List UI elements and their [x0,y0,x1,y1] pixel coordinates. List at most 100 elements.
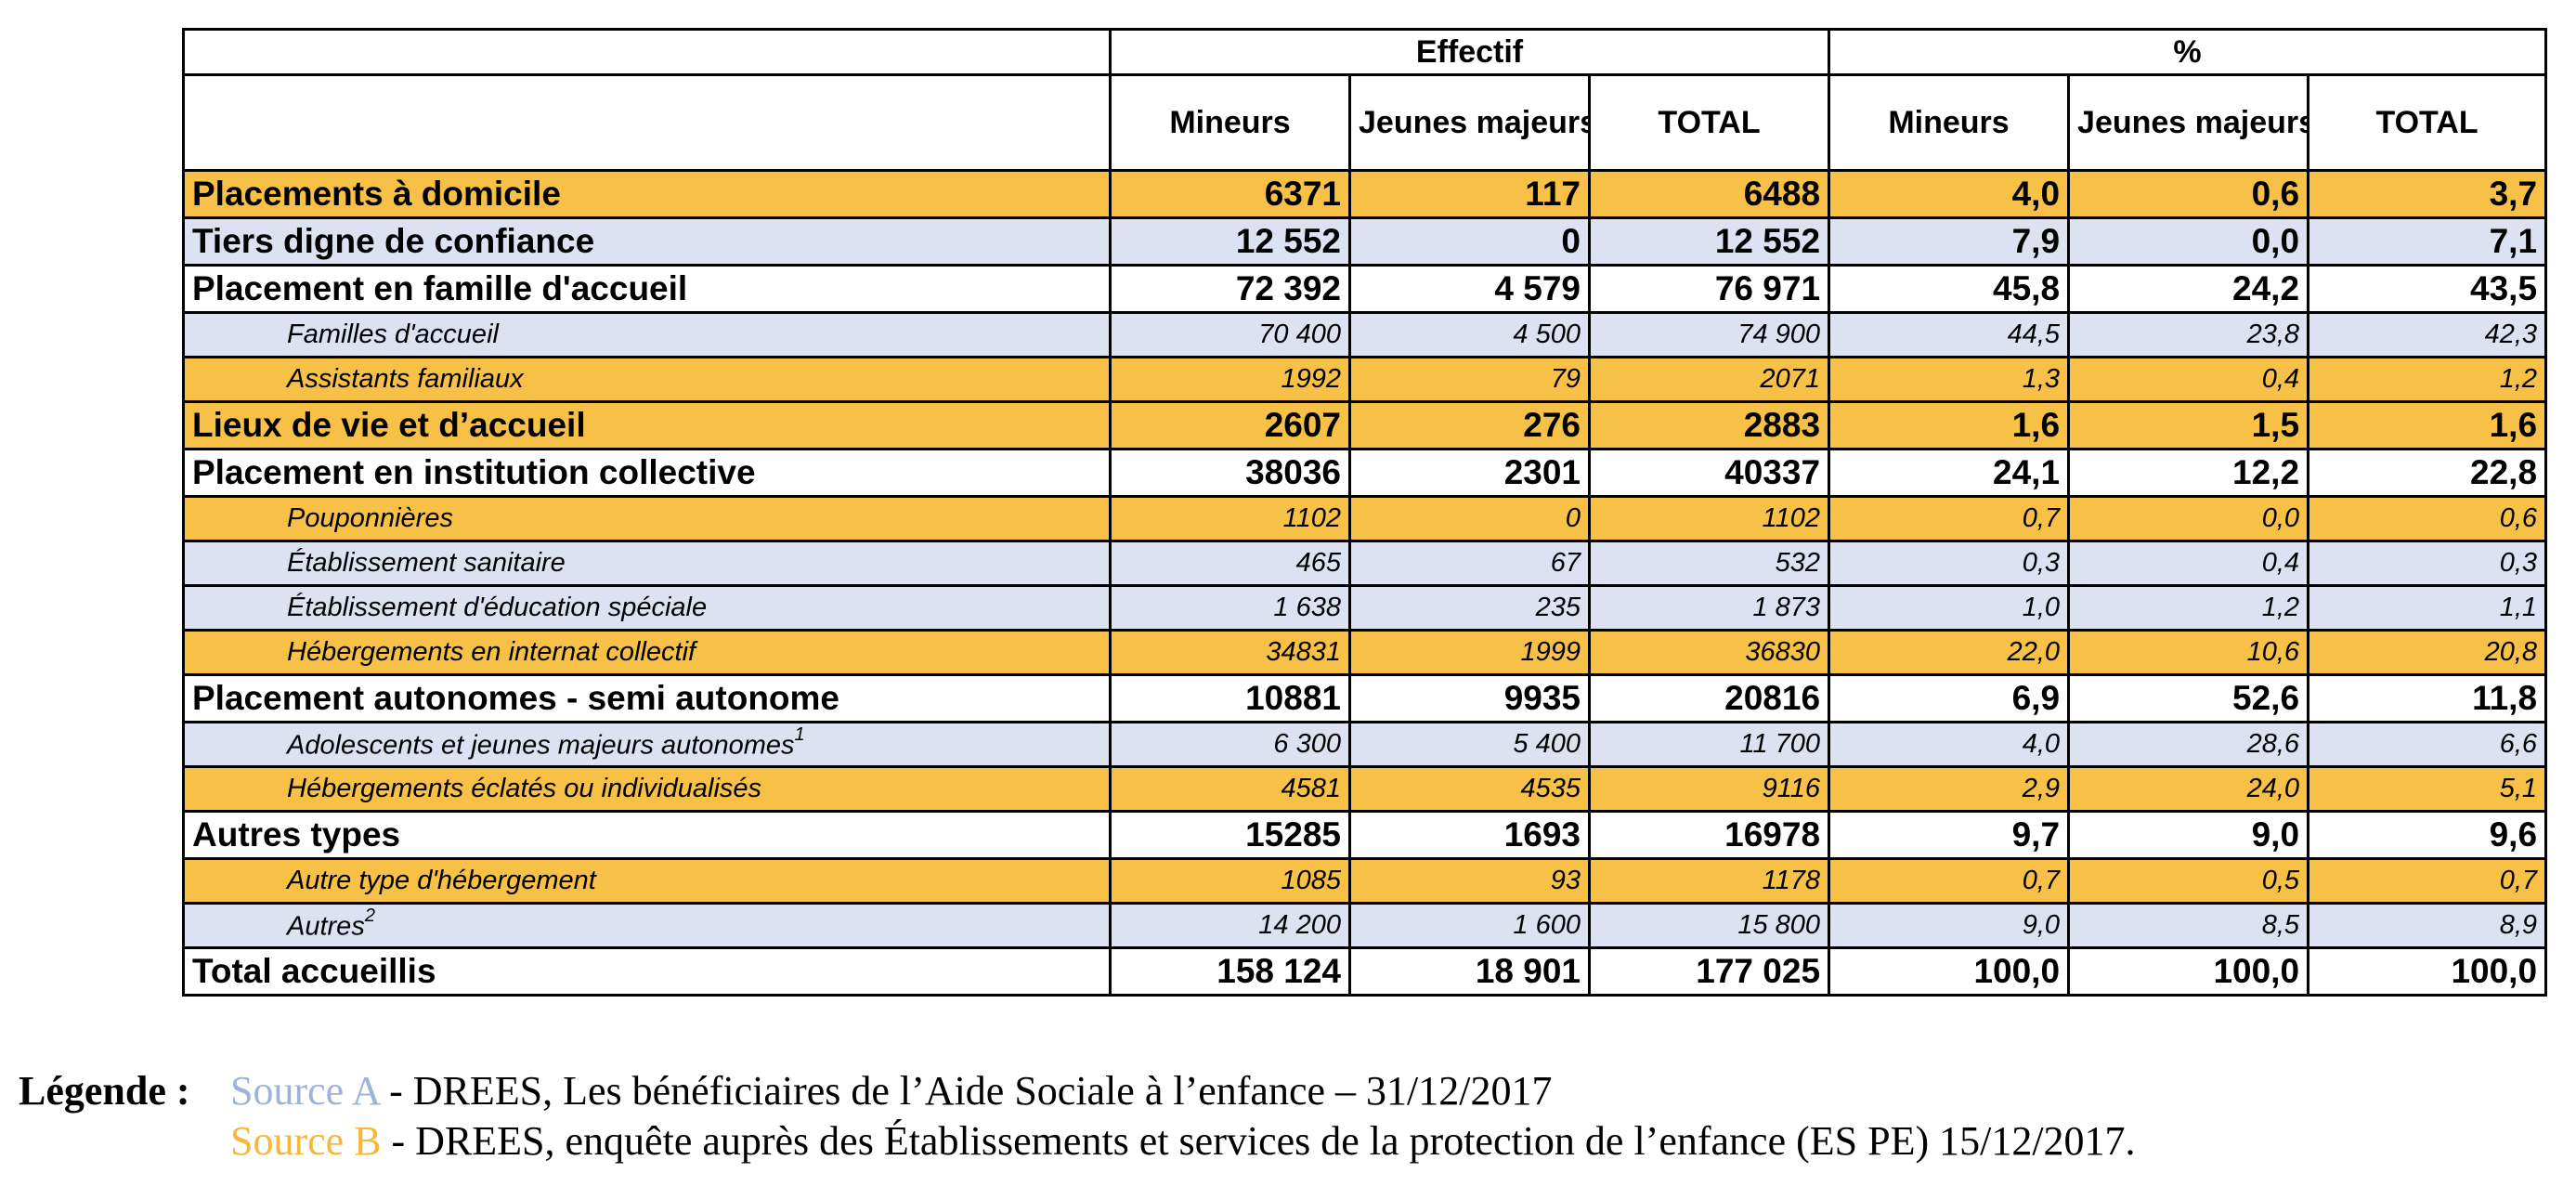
table-cell: 1,6 [1828,400,2071,450]
table-cell: 2301 [1348,448,1591,498]
table-cell: 0,7 [2307,857,2548,905]
table-row: Autres types 15285 1693 16978 9,7 9,0 9,6 [182,810,2548,860]
row-label: Pouponnières [182,495,1112,542]
table-cell: 1178 [1587,857,1831,905]
table-cell: 4581 [1109,765,1351,813]
row-label: Lieux de vie et d’accueil [182,400,1112,450]
table-cell: 0,6 [2307,495,2548,542]
table-cell: 16978 [1587,810,1831,860]
table-cell: 44,5 [1828,311,2071,358]
table-cell: 1,5 [2067,400,2310,450]
table-row: Autres2 14 200 1 600 15 800 9,0 8,5 8,9 [182,902,2548,949]
table-cell: 9,0 [1828,902,2071,949]
row-label: Placement autonomes - semi autonome [182,673,1112,723]
table-body: Placements à domicile 6371 117 6488 4,0 0,6 3,… [182,169,2548,997]
table-cell: 11,8 [2307,673,2548,723]
table-cell: 9,7 [1828,810,2071,860]
table-cell: 0,3 [1828,540,2071,587]
legend-label: Légende : [19,1068,190,1114]
column-header: Jeunes majeurs [2067,73,2310,172]
table-cell: 24,0 [2067,765,2310,813]
table-cell: 4 500 [1348,311,1591,358]
row-label: Adolescents et jeunes majeurs autonomes1 [182,721,1112,768]
row-label-text: Établissement d'éducation spéciale [287,593,708,622]
table-cell: 1999 [1348,629,1591,676]
row-label-text: Autres [287,911,365,942]
table-cell: 100,0 [1828,946,2071,997]
table-cell: 5 400 [1348,721,1591,768]
table-row: Adolescents et jeunes majeurs autonomes1… [182,721,2548,768]
table-cell: 9116 [1587,765,1831,813]
row-label-text: Pouponnières [287,503,453,533]
table-cell: 0 [1348,216,1591,267]
table-cell: 40337 [1587,448,1831,498]
table-cell: 14 200 [1109,902,1351,949]
column-header: Mineurs [1828,73,2071,172]
column-header: Mineurs [1109,73,1351,172]
table-cell: 1,2 [2307,356,2548,403]
table-cell: 1102 [1587,495,1831,542]
table-cell: 79 [1348,356,1591,403]
table-cell: 5,1 [2307,765,2548,813]
table-row: Total accueillis 158 124 18 901 177 025 100,… [182,946,2548,997]
table-row: Autre type d'hébergement 1085 93 1178 0,7 0,5… [182,857,2548,905]
group-header-percent: % [1828,28,2548,76]
table-cell: 11 700 [1587,721,1831,768]
table-cell: 22,0 [1828,629,2071,676]
source-a-text: - DREES, Les bénéficiaires de l’Aide Soc… [379,1068,1553,1114]
table-cell: 1085 [1109,857,1351,905]
row-label-text: Placement autonomes - semi autonome [192,679,840,717]
group-header-effectif: Effectif [1108,28,1831,76]
table-cell: 6371 [1109,169,1351,219]
table-cell: 0,0 [2067,495,2310,542]
table-cell: 4 579 [1348,264,1591,314]
table-cell: 2,9 [1828,765,2071,813]
table-row: Hébergements éclatés ou individualisés 45… [182,765,2548,813]
row-label-text: Autres types [192,815,401,854]
table-cell: 43,5 [2307,264,2548,314]
table-cell: 9,6 [2307,810,2548,860]
row-label: Établissement sanitaire [182,540,1112,587]
table-cell: 20816 [1587,673,1831,723]
row-label: Autres types [182,810,1112,860]
table-cell: 158 124 [1109,946,1351,997]
table-cell: 34831 [1109,629,1351,676]
table-cell: 74 900 [1587,311,1831,358]
row-label-text: Placement en institution collective [192,453,756,491]
table-cell: 1 638 [1109,584,1351,632]
table-cell: 7,1 [2307,216,2548,267]
table-cell: 10,6 [2067,629,2310,676]
column-header: TOTAL [2307,73,2548,172]
row-label-text: Autre type d'hébergement [287,866,596,895]
table-cell: 36830 [1587,629,1831,676]
table-cell: 12 552 [1587,216,1831,267]
table-row: Pouponnières 1102 0 1102 0,7 0,0 0,6 [182,495,2548,542]
table-cell: 24,1 [1828,448,2071,498]
table-cell: 1,0 [1828,584,2071,632]
row-label: Tiers digne de confiance [182,216,1112,267]
table-cell: 6,6 [2307,721,2548,768]
table-cell: 23,8 [2067,311,2310,358]
table-cell: 7,9 [1828,216,2071,267]
row-label: Familles d'accueil [182,311,1112,358]
table-row: Hébergements en internat collectif 34831 1… [182,629,2548,676]
row-label: Établissement d'éducation spéciale [182,584,1112,632]
table-cell: 0,0 [2067,216,2310,267]
table-cell: 52,6 [2067,673,2310,723]
table-cell: 0,4 [2067,540,2310,587]
column-header: Jeunes majeurs [1348,73,1591,172]
row-label-text: Hébergements en internat collectif [287,637,696,667]
legend-line-b: Source B - DREES, enquête auprès des Éta… [19,1116,2136,1166]
row-label: Total accueillis [182,946,1112,997]
source-b-label: Source B [230,1118,382,1164]
table-cell: 2071 [1587,356,1831,403]
table-cell: 2607 [1109,400,1351,450]
table-cell: 45,8 [1828,264,2071,314]
row-label-text: Hébergements éclatés ou individualisés [287,774,762,803]
table-cell: 1102 [1109,495,1351,542]
row-label-text: Total accueillis [192,952,436,990]
row-label: Placement en institution collective [182,448,1112,498]
table-cell: 22,8 [2307,448,2548,498]
table-cell: 1,1 [2307,584,2548,632]
table-cell: 100,0 [2067,946,2310,997]
